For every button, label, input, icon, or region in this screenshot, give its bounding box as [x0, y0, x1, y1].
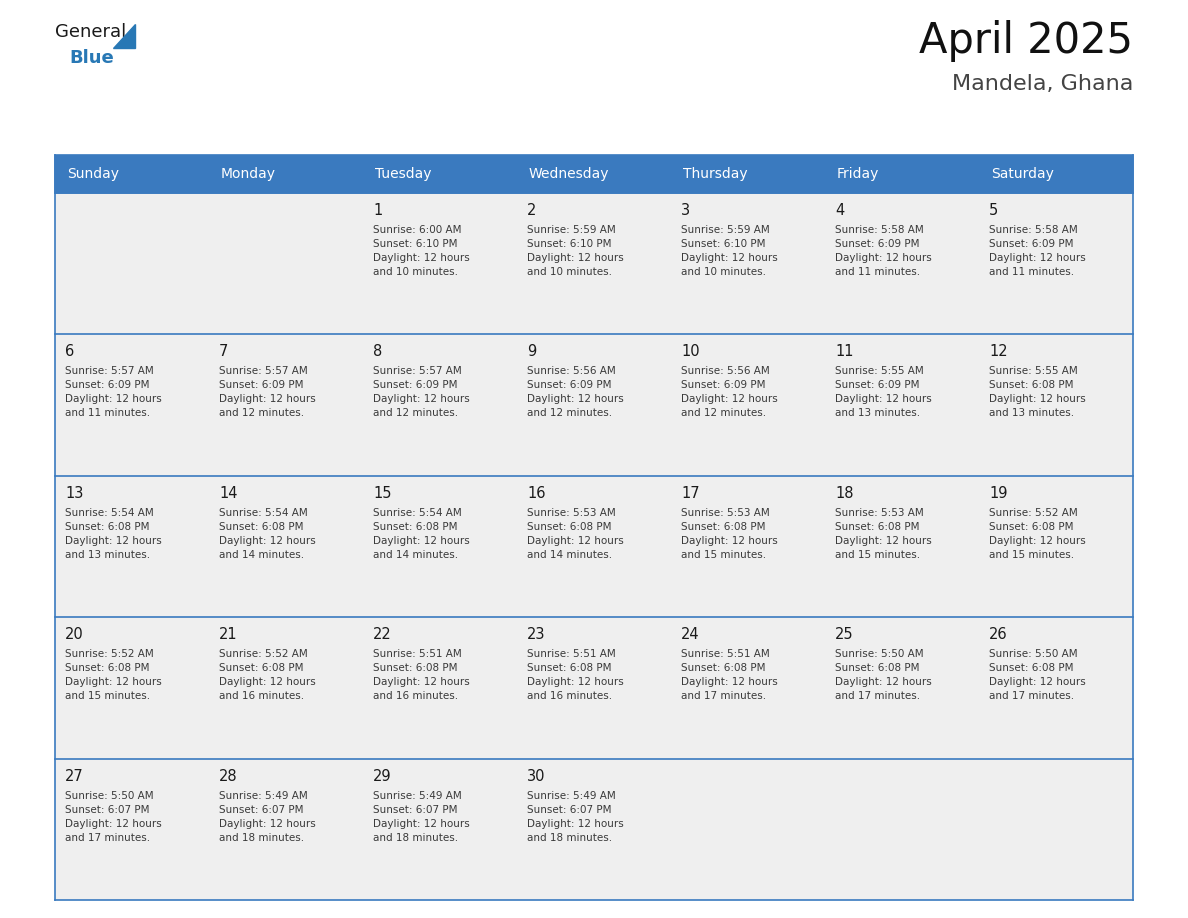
- Text: 30: 30: [527, 768, 545, 784]
- Text: Sunrise: 5:50 AM
Sunset: 6:08 PM
Daylight: 12 hours
and 17 minutes.: Sunrise: 5:50 AM Sunset: 6:08 PM Dayligh…: [835, 649, 931, 701]
- Text: General: General: [55, 23, 126, 41]
- Bar: [55, 193, 1133, 334]
- Text: 24: 24: [681, 627, 700, 643]
- Text: Mandela, Ghana: Mandela, Ghana: [952, 74, 1133, 94]
- Text: Sunrise: 5:51 AM
Sunset: 6:08 PM
Daylight: 12 hours
and 16 minutes.: Sunrise: 5:51 AM Sunset: 6:08 PM Dayligh…: [527, 649, 624, 701]
- Bar: [55, 155, 1133, 193]
- Text: 23: 23: [527, 627, 545, 643]
- Text: 2: 2: [527, 203, 536, 218]
- Text: Sunrise: 5:52 AM
Sunset: 6:08 PM
Daylight: 12 hours
and 15 minutes.: Sunrise: 5:52 AM Sunset: 6:08 PM Dayligh…: [988, 508, 1086, 560]
- Text: Sunrise: 5:51 AM
Sunset: 6:08 PM
Daylight: 12 hours
and 16 minutes.: Sunrise: 5:51 AM Sunset: 6:08 PM Dayligh…: [373, 649, 469, 701]
- Text: 15: 15: [373, 486, 392, 501]
- Bar: [55, 334, 1133, 476]
- Polygon shape: [113, 24, 135, 48]
- Text: Sunrise: 5:54 AM
Sunset: 6:08 PM
Daylight: 12 hours
and 14 minutes.: Sunrise: 5:54 AM Sunset: 6:08 PM Dayligh…: [373, 508, 469, 560]
- Text: Sunrise: 5:59 AM
Sunset: 6:10 PM
Daylight: 12 hours
and 10 minutes.: Sunrise: 5:59 AM Sunset: 6:10 PM Dayligh…: [527, 225, 624, 277]
- Text: Wednesday: Wednesday: [529, 167, 609, 181]
- Text: Sunrise: 5:49 AM
Sunset: 6:07 PM
Daylight: 12 hours
and 18 minutes.: Sunrise: 5:49 AM Sunset: 6:07 PM Dayligh…: [527, 790, 624, 843]
- Text: 6: 6: [65, 344, 74, 360]
- Text: Sunrise: 5:50 AM
Sunset: 6:07 PM
Daylight: 12 hours
and 17 minutes.: Sunrise: 5:50 AM Sunset: 6:07 PM Dayligh…: [65, 790, 162, 843]
- Text: 28: 28: [219, 768, 238, 784]
- Text: 5: 5: [988, 203, 998, 218]
- Text: Sunrise: 5:57 AM
Sunset: 6:09 PM
Daylight: 12 hours
and 12 minutes.: Sunrise: 5:57 AM Sunset: 6:09 PM Dayligh…: [373, 366, 469, 419]
- Text: 12: 12: [988, 344, 1007, 360]
- Text: Saturday: Saturday: [991, 167, 1054, 181]
- Text: 25: 25: [835, 627, 854, 643]
- Text: 9: 9: [527, 344, 536, 360]
- Bar: [55, 758, 1133, 900]
- Text: Tuesday: Tuesday: [375, 167, 431, 181]
- Text: Sunrise: 5:59 AM
Sunset: 6:10 PM
Daylight: 12 hours
and 10 minutes.: Sunrise: 5:59 AM Sunset: 6:10 PM Dayligh…: [681, 225, 778, 277]
- Text: Sunrise: 5:52 AM
Sunset: 6:08 PM
Daylight: 12 hours
and 15 minutes.: Sunrise: 5:52 AM Sunset: 6:08 PM Dayligh…: [65, 649, 162, 701]
- Text: Sunrise: 5:55 AM
Sunset: 6:09 PM
Daylight: 12 hours
and 13 minutes.: Sunrise: 5:55 AM Sunset: 6:09 PM Dayligh…: [835, 366, 931, 419]
- Text: Sunrise: 5:53 AM
Sunset: 6:08 PM
Daylight: 12 hours
and 15 minutes.: Sunrise: 5:53 AM Sunset: 6:08 PM Dayligh…: [681, 508, 778, 560]
- Text: Monday: Monday: [221, 167, 276, 181]
- Text: 19: 19: [988, 486, 1007, 501]
- Text: 7: 7: [219, 344, 228, 360]
- Text: Sunrise: 5:58 AM
Sunset: 6:09 PM
Daylight: 12 hours
and 11 minutes.: Sunrise: 5:58 AM Sunset: 6:09 PM Dayligh…: [988, 225, 1086, 277]
- Bar: [55, 155, 1133, 193]
- Text: Sunrise: 6:00 AM
Sunset: 6:10 PM
Daylight: 12 hours
and 10 minutes.: Sunrise: 6:00 AM Sunset: 6:10 PM Dayligh…: [373, 225, 469, 277]
- Text: Sunday: Sunday: [67, 167, 119, 181]
- Text: Sunrise: 5:49 AM
Sunset: 6:07 PM
Daylight: 12 hours
and 18 minutes.: Sunrise: 5:49 AM Sunset: 6:07 PM Dayligh…: [373, 790, 469, 843]
- Text: Sunrise: 5:52 AM
Sunset: 6:08 PM
Daylight: 12 hours
and 16 minutes.: Sunrise: 5:52 AM Sunset: 6:08 PM Dayligh…: [219, 649, 316, 701]
- Text: 1: 1: [373, 203, 383, 218]
- Text: 27: 27: [65, 768, 83, 784]
- Text: Sunrise: 5:58 AM
Sunset: 6:09 PM
Daylight: 12 hours
and 11 minutes.: Sunrise: 5:58 AM Sunset: 6:09 PM Dayligh…: [835, 225, 931, 277]
- Text: Sunrise: 5:56 AM
Sunset: 6:09 PM
Daylight: 12 hours
and 12 minutes.: Sunrise: 5:56 AM Sunset: 6:09 PM Dayligh…: [681, 366, 778, 419]
- Text: Sunrise: 5:50 AM
Sunset: 6:08 PM
Daylight: 12 hours
and 17 minutes.: Sunrise: 5:50 AM Sunset: 6:08 PM Dayligh…: [988, 649, 1086, 701]
- Text: Friday: Friday: [838, 167, 879, 181]
- Bar: [55, 617, 1133, 758]
- Bar: [55, 476, 1133, 617]
- Text: Sunrise: 5:57 AM
Sunset: 6:09 PM
Daylight: 12 hours
and 12 minutes.: Sunrise: 5:57 AM Sunset: 6:09 PM Dayligh…: [219, 366, 316, 419]
- Text: 14: 14: [219, 486, 238, 501]
- Text: 22: 22: [373, 627, 392, 643]
- Text: Thursday: Thursday: [683, 167, 747, 181]
- Text: 4: 4: [835, 203, 845, 218]
- Text: 3: 3: [681, 203, 690, 218]
- Text: Sunrise: 5:54 AM
Sunset: 6:08 PM
Daylight: 12 hours
and 14 minutes.: Sunrise: 5:54 AM Sunset: 6:08 PM Dayligh…: [219, 508, 316, 560]
- Text: 11: 11: [835, 344, 853, 360]
- Text: 16: 16: [527, 486, 545, 501]
- Text: 26: 26: [988, 627, 1007, 643]
- Text: Sunrise: 5:51 AM
Sunset: 6:08 PM
Daylight: 12 hours
and 17 minutes.: Sunrise: 5:51 AM Sunset: 6:08 PM Dayligh…: [681, 649, 778, 701]
- Text: 20: 20: [65, 627, 83, 643]
- Text: 29: 29: [373, 768, 392, 784]
- Text: 13: 13: [65, 486, 83, 501]
- Text: Sunrise: 5:49 AM
Sunset: 6:07 PM
Daylight: 12 hours
and 18 minutes.: Sunrise: 5:49 AM Sunset: 6:07 PM Dayligh…: [219, 790, 316, 843]
- Text: 21: 21: [219, 627, 238, 643]
- Text: Sunrise: 5:56 AM
Sunset: 6:09 PM
Daylight: 12 hours
and 12 minutes.: Sunrise: 5:56 AM Sunset: 6:09 PM Dayligh…: [527, 366, 624, 419]
- Text: Sunrise: 5:53 AM
Sunset: 6:08 PM
Daylight: 12 hours
and 15 minutes.: Sunrise: 5:53 AM Sunset: 6:08 PM Dayligh…: [835, 508, 931, 560]
- Text: Sunrise: 5:53 AM
Sunset: 6:08 PM
Daylight: 12 hours
and 14 minutes.: Sunrise: 5:53 AM Sunset: 6:08 PM Dayligh…: [527, 508, 624, 560]
- Text: Blue: Blue: [69, 49, 114, 67]
- Text: April 2025: April 2025: [920, 20, 1133, 62]
- Text: 8: 8: [373, 344, 383, 360]
- Text: Sunrise: 5:55 AM
Sunset: 6:08 PM
Daylight: 12 hours
and 13 minutes.: Sunrise: 5:55 AM Sunset: 6:08 PM Dayligh…: [988, 366, 1086, 419]
- Text: Sunrise: 5:54 AM
Sunset: 6:08 PM
Daylight: 12 hours
and 13 minutes.: Sunrise: 5:54 AM Sunset: 6:08 PM Dayligh…: [65, 508, 162, 560]
- Text: 10: 10: [681, 344, 700, 360]
- Text: Sunrise: 5:57 AM
Sunset: 6:09 PM
Daylight: 12 hours
and 11 minutes.: Sunrise: 5:57 AM Sunset: 6:09 PM Dayligh…: [65, 366, 162, 419]
- Text: 17: 17: [681, 486, 700, 501]
- Text: 18: 18: [835, 486, 853, 501]
